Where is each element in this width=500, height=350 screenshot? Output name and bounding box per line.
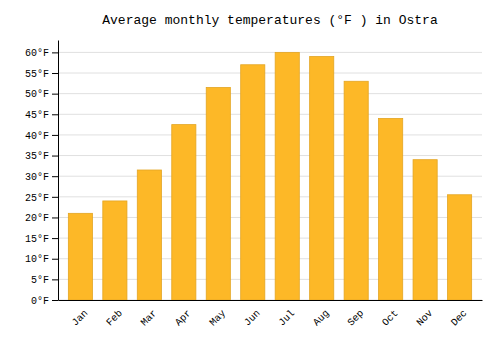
bar: [275, 52, 299, 300]
y-tick-label: 30°F: [25, 172, 49, 183]
x-tick-label: Mar: [139, 308, 160, 329]
x-tick-label: Dec: [449, 308, 470, 329]
grid-line: [58, 134, 482, 135]
y-tick: 25°F: [25, 193, 58, 204]
y-tick-label: 20°F: [25, 213, 49, 224]
bars: [68, 52, 471, 300]
x-tick-label: Nov: [415, 308, 436, 329]
x-tick: Jun: [242, 308, 263, 329]
y-tick-label: 50°F: [25, 89, 49, 100]
x-tick: Jul: [277, 308, 298, 329]
grid-line: [58, 155, 482, 156]
y-tick-label: 0°F: [31, 296, 49, 307]
y-tick-mark: [52, 176, 58, 177]
x-tick-label: May: [208, 308, 229, 329]
grid-line: [58, 52, 482, 53]
x-tick: Nov: [415, 308, 436, 329]
y-tick-mark: [52, 135, 58, 136]
bar: [68, 213, 92, 300]
y-tick-mark: [52, 52, 58, 53]
y-tick-label: 35°F: [25, 151, 49, 162]
x-tick-label: Jun: [242, 308, 263, 329]
y-tick-mark: [52, 300, 58, 301]
y-tick-mark: [52, 197, 58, 198]
y-tick-mark: [52, 94, 58, 95]
x-tick-label: Sep: [346, 308, 367, 329]
x-axis-line: [59, 300, 483, 301]
y-tick: 40°F: [25, 131, 58, 142]
grid: [58, 52, 482, 300]
y-tick-label: 10°F: [25, 254, 49, 265]
bar: [172, 125, 196, 300]
x-axis: Jan Feb Mar Apr May Jun Jul Aug Sep Oct Nov Dec: [59, 301, 483, 329]
y-tick-label: 5°F: [31, 275, 49, 286]
y-tick: 45°F: [25, 110, 58, 121]
y-tick: 20°F: [25, 213, 58, 224]
y-tick-mark: [52, 114, 58, 115]
y-tick-mark: [52, 217, 58, 218]
chart-container: 0°F 5°F 10°F 15°F 20°F 25°F 30°F 35°F 40°F 45°F 50…: [0, 0, 500, 350]
x-tick: Mar: [139, 308, 160, 329]
y-tick: 10°F: [25, 254, 58, 265]
y-tick-label: 15°F: [25, 234, 49, 245]
bar: [379, 118, 403, 300]
chart-svg: 0°F 5°F 10°F 15°F 20°F 25°F 30°F 35°F 40°F 45°F 50…: [0, 0, 500, 350]
grid-line: [58, 114, 482, 115]
bar: [241, 65, 265, 300]
x-tick: Sep: [346, 308, 367, 329]
y-tick-mark: [52, 73, 58, 74]
x-tick: Feb: [104, 308, 125, 329]
y-tick-label: 40°F: [25, 131, 49, 142]
bar: [448, 195, 472, 300]
bar: [137, 170, 161, 300]
y-axis: 0°F 5°F 10°F 15°F 20°F 25°F 30°F 35°F 40°F 45°F 50…: [25, 41, 59, 307]
x-tick: Aug: [311, 308, 332, 329]
x-tick: Jan: [70, 308, 91, 329]
y-tick: 0°F: [31, 296, 58, 307]
y-tick-label: 60°F: [25, 48, 49, 59]
y-tick: 15°F: [25, 234, 58, 245]
x-tick-label: Feb: [104, 308, 125, 329]
y-tick-label: 25°F: [25, 193, 49, 204]
bar: [413, 160, 437, 300]
x-tick-label: Jul: [277, 308, 298, 329]
y-axis-line: [58, 41, 59, 301]
y-tick: 35°F: [25, 151, 58, 162]
bar: [310, 57, 334, 300]
y-tick-label: 45°F: [25, 110, 49, 121]
x-tick: May: [208, 308, 229, 329]
x-tick: Apr: [173, 308, 194, 329]
y-tick: 30°F: [25, 172, 58, 183]
bar: [103, 201, 127, 300]
y-tick: 50°F: [25, 89, 58, 100]
x-tick-label: Oct: [380, 308, 401, 329]
y-tick-label: 55°F: [25, 69, 49, 80]
bar: [206, 87, 230, 300]
y-tick-mark: [52, 279, 58, 280]
y-tick: 60°F: [25, 48, 58, 59]
x-tick: Dec: [449, 308, 470, 329]
y-tick: 55°F: [25, 69, 58, 80]
x-tick: Oct: [380, 308, 401, 329]
chart-title: Average monthly temperatures (°F ) in Os…: [102, 13, 438, 28]
x-tick-label: Aug: [311, 308, 332, 329]
y-tick-mark: [52, 259, 58, 260]
y-tick-mark: [52, 238, 58, 239]
grid-line: [58, 93, 482, 94]
bar: [344, 81, 368, 300]
x-tick-label: Apr: [173, 308, 194, 329]
grid-line: [58, 73, 482, 74]
plot-area: 0°F 5°F 10°F 15°F 20°F 25°F 30°F 35°F 40°F 45°F 50…: [25, 41, 483, 329]
x-tick-label: Jan: [70, 308, 91, 329]
y-tick-mark: [52, 156, 58, 157]
y-tick: 5°F: [31, 275, 58, 286]
